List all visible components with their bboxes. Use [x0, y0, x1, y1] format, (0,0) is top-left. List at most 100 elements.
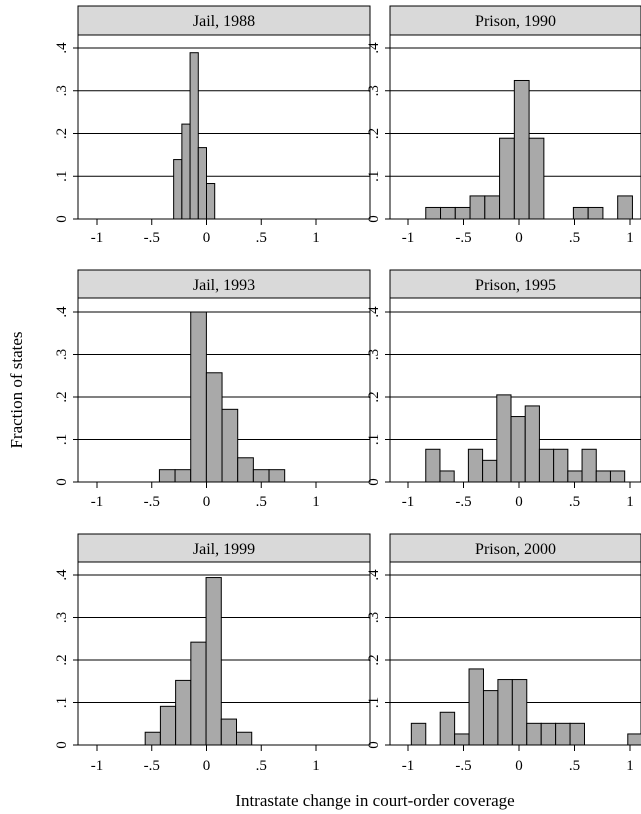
histogram-bar	[159, 705, 177, 746]
histogram-bar	[439, 711, 456, 746]
histogram-bar	[484, 195, 501, 220]
x-tick-label: 0	[203, 494, 211, 510]
y-tick-label: .3	[54, 612, 70, 623]
histogram-bar	[513, 79, 530, 220]
histogram-bar	[496, 394, 512, 483]
histogram-bar	[467, 448, 484, 483]
histogram-bar	[190, 311, 207, 483]
histogram-bar	[237, 457, 254, 483]
histogram-bar	[173, 159, 183, 220]
x-tick-label: .5	[569, 494, 580, 510]
y-tick-label: .4	[366, 42, 382, 54]
y-tick-label: .2	[54, 391, 70, 402]
x-tick-label: -.5	[144, 758, 160, 774]
y-tick-label: 0	[366, 215, 382, 223]
x-tick-label: 1	[312, 758, 320, 774]
y-tick-label: .3	[54, 349, 70, 360]
histogram-bar	[252, 469, 270, 483]
panel-title: Prison, 1995	[475, 277, 556, 294]
histogram-bar	[524, 405, 540, 483]
x-tick-label: -1	[402, 230, 415, 246]
histogram-bar	[587, 206, 604, 220]
histogram-bar	[609, 470, 626, 483]
histogram-bar	[236, 731, 253, 746]
y-tick-label: .2	[54, 654, 70, 665]
histogram-panel: Jail, 1999 0 .1 .2 .3 .4 -1 -.5 0 .5 1	[54, 533, 371, 774]
histogram-panel: Jail, 1988 0 .1 .2 .3 .4 -1 -.5 0 .5 1	[54, 5, 371, 246]
panel-title: Prison, 1990	[475, 13, 556, 30]
x-tick-label: .5	[256, 758, 267, 774]
histogram-bar	[555, 722, 571, 746]
y-tick-label: .1	[54, 171, 70, 182]
y-tick-label: .3	[54, 85, 70, 96]
histogram-bar	[469, 195, 486, 220]
x-tick-label: -.5	[144, 230, 160, 246]
histogram-bar	[205, 372, 223, 483]
histogram-bar	[181, 123, 191, 220]
histogram-bar	[190, 641, 207, 746]
x-tick-label: -1	[402, 494, 415, 510]
y-tick-label: .1	[366, 434, 382, 445]
x-tick-label: 1	[626, 758, 634, 774]
histogram-bar	[468, 668, 484, 746]
panel-title: Jail, 1999	[193, 541, 255, 558]
y-tick-label: .1	[366, 171, 382, 182]
histogram-bar	[440, 206, 456, 220]
x-tick-label: -.5	[144, 494, 160, 510]
histogram-bar	[268, 469, 286, 483]
y-tick-label: .3	[366, 612, 382, 623]
figure-y-axis-title: Fraction of states	[7, 331, 26, 448]
x-tick-label: .5	[569, 758, 580, 774]
x-tick-label: 1	[626, 230, 634, 246]
histogram-bar	[528, 137, 545, 220]
histogram-panel: Prison, 2000 0 .1 .2 .3 .4 -1 -.5 0 .5 1	[366, 533, 641, 774]
x-tick-label: .5	[569, 230, 580, 246]
histogram-bar	[581, 448, 597, 483]
histogram-bar	[220, 718, 238, 746]
histogram-bar	[567, 470, 583, 483]
histogram-bar	[189, 52, 199, 220]
y-tick-label: .3	[366, 85, 382, 96]
plot-area	[77, 561, 371, 746]
histogram-bar	[425, 206, 442, 220]
histogram-bar	[627, 733, 641, 746]
y-tick-label: .2	[366, 391, 382, 402]
x-tick-label: -.5	[455, 230, 471, 246]
histogram-bar	[526, 722, 542, 746]
histogram-bar	[540, 722, 557, 746]
panel-title: Jail, 1988	[193, 13, 255, 30]
histogram-bar	[572, 206, 589, 220]
y-tick-label: .3	[366, 349, 382, 360]
histogram-bar	[221, 408, 239, 483]
histogram-bar	[499, 137, 515, 220]
histogram-panel: Prison, 1990 0 .1 .2 .3 .4 -1 -.5 0 .5 1	[366, 5, 641, 246]
x-tick-label: 1	[312, 230, 320, 246]
y-tick-label: .2	[54, 128, 70, 139]
y-tick-label: .2	[366, 654, 382, 665]
y-tick-label: .1	[366, 697, 382, 708]
histogram-bar	[510, 416, 526, 483]
panel-title: Prison, 2000	[475, 541, 556, 558]
y-tick-label: .2	[366, 128, 382, 139]
y-tick-label: .1	[54, 697, 70, 708]
histogram-bar	[197, 147, 208, 220]
histogram-bar	[439, 470, 455, 483]
y-tick-label: 0	[54, 215, 70, 223]
histogram-bar	[410, 722, 427, 746]
y-tick-label: .4	[54, 306, 70, 318]
x-tick-label: -1	[91, 758, 104, 774]
y-tick-label: .4	[54, 569, 70, 581]
x-tick-label: 0	[515, 230, 523, 246]
x-tick-label: -1	[91, 230, 104, 246]
y-tick-label: .4	[54, 42, 70, 54]
histogram-bar	[175, 679, 192, 746]
histogram-bar	[425, 448, 441, 483]
x-tick-label: 1	[312, 494, 320, 510]
histogram-bar	[144, 731, 161, 746]
panel-header	[389, 533, 641, 563]
histogram-bar	[569, 722, 585, 746]
histogram-bar	[553, 448, 569, 483]
panel-header	[389, 5, 641, 36]
panel-header	[389, 269, 641, 299]
